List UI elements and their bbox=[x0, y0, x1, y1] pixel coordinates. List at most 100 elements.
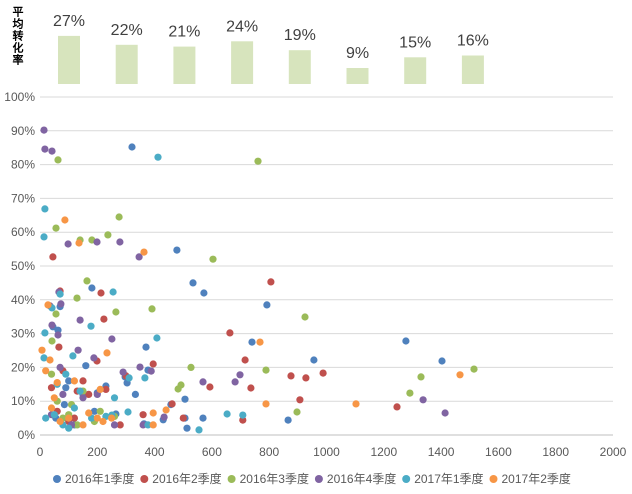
scatter-point bbox=[108, 414, 116, 422]
x-tick-label: 800 bbox=[259, 445, 279, 459]
scatter-point bbox=[296, 396, 304, 404]
y-tick-label: 80% bbox=[11, 158, 35, 172]
scatter-point bbox=[50, 394, 58, 402]
y-tick-label: 50% bbox=[11, 259, 35, 273]
legend-label: 2016年1季度 bbox=[65, 471, 134, 486]
scatter-point bbox=[76, 387, 84, 395]
scatter-point bbox=[136, 363, 144, 371]
scatter-point bbox=[93, 414, 101, 422]
scatter-point bbox=[47, 404, 56, 412]
scatter-point bbox=[153, 334, 161, 342]
scatter-point bbox=[56, 417, 64, 426]
scatter-point bbox=[64, 240, 72, 248]
scatter-point bbox=[189, 279, 197, 287]
scatter-point bbox=[301, 313, 309, 321]
scatter-point bbox=[262, 366, 270, 374]
legend-item: 2016年2季度 bbox=[140, 471, 222, 486]
y-tick-label: 90% bbox=[11, 124, 35, 138]
y-tick-label: 60% bbox=[11, 225, 35, 239]
scatter-point bbox=[302, 374, 310, 382]
scatter-point bbox=[42, 414, 50, 422]
scatter-point bbox=[419, 396, 427, 404]
scatter-point bbox=[62, 370, 70, 378]
scatter-gridlines bbox=[40, 96, 613, 436]
legend-marker bbox=[140, 475, 149, 483]
scatter-point bbox=[148, 305, 156, 313]
avg-conversion-bar bbox=[115, 44, 138, 84]
scatter-point bbox=[83, 277, 91, 285]
avg-conversion-bar-chart: 27% 22% 21% 24% 19% 9% 15% 16% bbox=[53, 13, 489, 84]
scatter-point bbox=[70, 414, 78, 422]
scatter-point bbox=[50, 411, 58, 419]
scatter-point bbox=[116, 238, 124, 246]
scatter-point bbox=[441, 409, 449, 417]
x-tick-label: 400 bbox=[145, 445, 165, 459]
scatter-point bbox=[124, 408, 132, 416]
scatter-point bbox=[90, 354, 98, 362]
avg-conversion-value-label: 27% bbox=[53, 13, 85, 30]
legend-item: 2017年1季度 bbox=[402, 471, 484, 486]
avg-conversion-value-label: 24% bbox=[226, 18, 258, 35]
scatter-point bbox=[40, 233, 48, 241]
scatter-point bbox=[52, 310, 60, 318]
x-tick-label: 2000 bbox=[600, 445, 627, 459]
scatter-point bbox=[103, 349, 111, 357]
scatter-point bbox=[135, 253, 143, 261]
scatter-point bbox=[174, 385, 182, 393]
x-tick-label: 1200 bbox=[370, 445, 397, 459]
scatter-point bbox=[48, 337, 56, 345]
scatter-point bbox=[173, 246, 181, 254]
scatter-point bbox=[53, 379, 61, 387]
scatter-point bbox=[140, 248, 148, 256]
scatter-points bbox=[38, 126, 478, 434]
scatter-point bbox=[115, 213, 123, 221]
scatter-point bbox=[179, 414, 187, 422]
scatter-point bbox=[56, 290, 64, 298]
scatter-point bbox=[181, 395, 189, 403]
scatter-point bbox=[206, 383, 214, 391]
scatter-point bbox=[149, 409, 157, 417]
avg-conversion-bar bbox=[461, 55, 484, 84]
x-axis-tick-labels: 0 200 400 600 800 1000 1200 1400 1600 1800 2000 bbox=[37, 445, 627, 459]
scatter-point bbox=[236, 371, 244, 379]
scatter-point bbox=[59, 390, 67, 398]
scatter-point bbox=[199, 378, 207, 386]
scatter-point bbox=[48, 321, 56, 329]
avg-conversion-value-label: 21% bbox=[168, 24, 200, 41]
scatter-point bbox=[74, 346, 82, 354]
scatter-point bbox=[96, 407, 104, 415]
scatter-point bbox=[60, 401, 68, 409]
scatter-point bbox=[44, 301, 52, 309]
scatter-point bbox=[85, 390, 93, 398]
y-tick-label: 0% bbox=[18, 428, 36, 442]
legend-marker bbox=[489, 475, 498, 483]
x-tick-label: 1800 bbox=[542, 445, 569, 459]
scatter-point bbox=[47, 384, 56, 392]
x-tick-label: 0 bbox=[37, 445, 44, 459]
legend: 2016年1季度 2016年2季度 2016年3季度 2016年4季度 2017年1季度… bbox=[53, 471, 571, 486]
scatter-point bbox=[85, 409, 93, 417]
scatter-point bbox=[128, 143, 136, 151]
scatter-point bbox=[65, 414, 73, 422]
scatter-point bbox=[70, 377, 78, 385]
avg-conversion-value-label: 19% bbox=[284, 27, 316, 44]
scatter-point bbox=[310, 356, 318, 364]
scatter-point bbox=[470, 365, 478, 373]
scatter-point bbox=[76, 316, 84, 324]
scatter-point bbox=[438, 357, 446, 365]
legend-item: 2016年3季度 bbox=[227, 471, 309, 486]
y-tick-label: 100% bbox=[4, 90, 35, 104]
scatter-point bbox=[352, 400, 360, 408]
scatter-point bbox=[100, 315, 108, 323]
scatter-point bbox=[149, 421, 157, 429]
scatter-point bbox=[247, 384, 255, 392]
scatter-point bbox=[239, 411, 247, 419]
avg-conversion-value-label: 9% bbox=[346, 45, 369, 62]
x-tick-label: 1000 bbox=[313, 445, 340, 459]
scatter-point bbox=[96, 385, 104, 393]
scatter-point bbox=[38, 346, 46, 354]
scatter-point bbox=[41, 205, 49, 213]
scatter-point bbox=[231, 378, 239, 386]
